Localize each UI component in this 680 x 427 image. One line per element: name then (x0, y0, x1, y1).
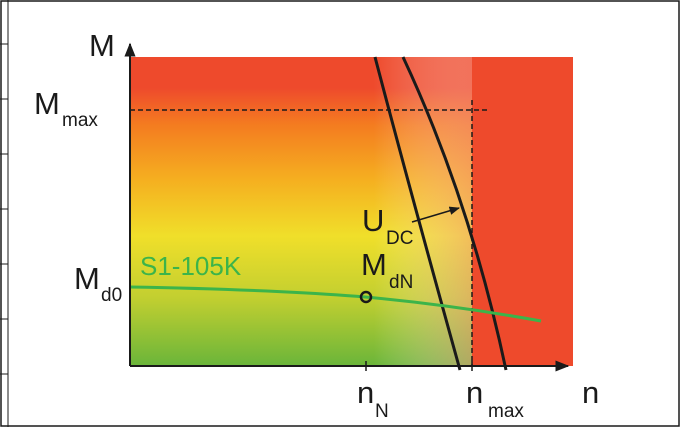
udc-arrow (411, 206, 461, 223)
s1-curve-label: S1-105K (140, 251, 242, 281)
m-max-label-main: M (34, 86, 60, 121)
n-max-label-main: n (466, 375, 483, 410)
voltage-limit-curve-upper (401, 56, 508, 371)
m-d0-label-main: M (74, 261, 100, 296)
side-ruler-ticks (0, 43, 8, 375)
u-dc-label-main: U (362, 203, 384, 238)
m-dn-label-main: M (361, 247, 387, 282)
n-n-label-sub: N (375, 401, 389, 422)
n-max-label-sub: max (488, 401, 524, 422)
s1-curve (129, 285, 542, 323)
x-axis-label: n (582, 375, 599, 410)
voltage-limit-curve-lower (373, 56, 462, 371)
m-dn-label-sub: dN (389, 272, 413, 293)
n-n-label-main: n (357, 375, 374, 410)
u-dc-label-sub: DC (386, 228, 413, 249)
operating-zone (130, 57, 573, 366)
m-max-label-sub: max (62, 110, 98, 131)
y-axis-label: M (89, 28, 115, 63)
overspeed-zone (472, 57, 573, 366)
m-d0-label-sub: d0 (101, 285, 122, 306)
rated-point-marker (359, 290, 373, 304)
